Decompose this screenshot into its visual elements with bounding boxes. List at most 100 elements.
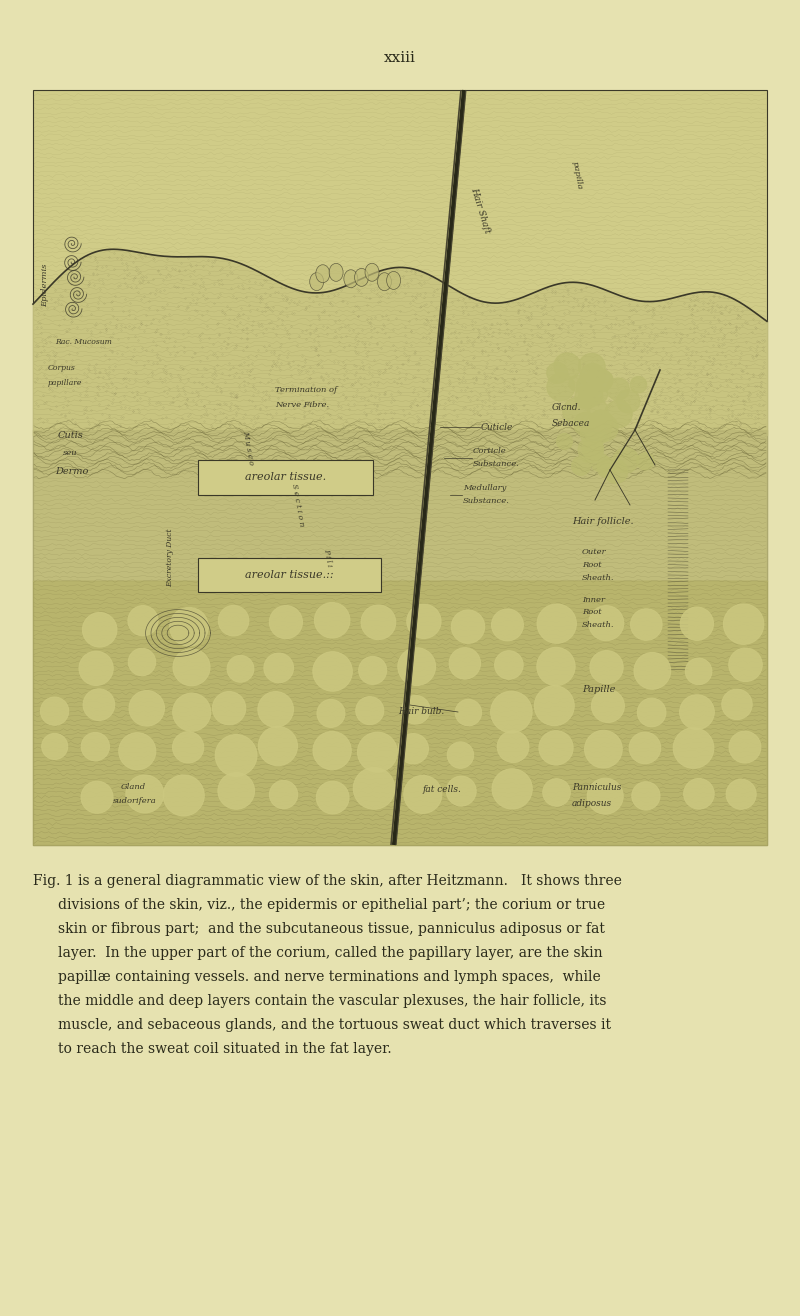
Circle shape xyxy=(589,605,624,641)
Circle shape xyxy=(128,605,158,636)
Circle shape xyxy=(358,732,398,772)
Circle shape xyxy=(170,608,209,646)
Circle shape xyxy=(497,730,529,762)
Circle shape xyxy=(578,437,603,462)
Circle shape xyxy=(316,782,349,815)
Circle shape xyxy=(581,384,603,407)
Circle shape xyxy=(313,651,352,691)
Circle shape xyxy=(637,453,654,470)
Circle shape xyxy=(361,605,396,640)
Text: Gland: Gland xyxy=(121,783,146,791)
Circle shape xyxy=(398,647,436,686)
Circle shape xyxy=(40,697,69,725)
Circle shape xyxy=(128,649,156,675)
Text: Corticle: Corticle xyxy=(473,447,506,455)
Circle shape xyxy=(314,603,350,638)
Circle shape xyxy=(546,362,568,383)
Circle shape xyxy=(79,651,114,686)
Ellipse shape xyxy=(378,272,391,291)
Text: P i l i: P i l i xyxy=(322,549,334,567)
Text: Rac. Mucosum: Rac. Mucosum xyxy=(55,338,112,346)
Text: Papille: Papille xyxy=(582,686,615,695)
Text: Excretory Duct: Excretory Duct xyxy=(166,529,174,587)
Text: Outer: Outer xyxy=(582,547,606,555)
Ellipse shape xyxy=(329,263,343,282)
Text: Corpus: Corpus xyxy=(48,365,76,372)
Circle shape xyxy=(258,691,294,728)
Bar xyxy=(33,89,767,845)
Circle shape xyxy=(173,732,204,763)
Circle shape xyxy=(270,780,298,809)
Circle shape xyxy=(598,457,616,475)
Text: areolar tissue.::: areolar tissue.:: xyxy=(245,570,334,580)
Circle shape xyxy=(212,691,246,725)
Text: Substance.: Substance. xyxy=(463,497,510,505)
Bar xyxy=(198,461,373,495)
Text: Sheath.: Sheath. xyxy=(582,574,614,582)
Circle shape xyxy=(726,779,756,809)
Text: papilla: papilla xyxy=(570,161,583,190)
Text: Fig. 1 is a general diagrammatic view of the skin, after Heitzmann.   It shows t: Fig. 1 is a general diagrammatic view of… xyxy=(33,874,622,888)
Circle shape xyxy=(571,457,590,475)
Circle shape xyxy=(534,686,574,725)
Circle shape xyxy=(679,695,714,729)
Text: Inner: Inner xyxy=(582,596,605,604)
Circle shape xyxy=(722,690,752,720)
Circle shape xyxy=(578,353,606,380)
Circle shape xyxy=(406,604,441,638)
Circle shape xyxy=(729,732,761,763)
Text: areolar tissue.: areolar tissue. xyxy=(245,472,326,483)
Circle shape xyxy=(588,366,604,382)
Circle shape xyxy=(539,730,573,765)
Circle shape xyxy=(258,726,298,766)
Circle shape xyxy=(592,415,618,441)
Circle shape xyxy=(455,699,482,726)
Circle shape xyxy=(590,370,613,392)
Text: Dermo: Dermo xyxy=(55,466,88,475)
Circle shape xyxy=(587,399,608,420)
Circle shape xyxy=(554,353,581,380)
Ellipse shape xyxy=(354,268,369,287)
Circle shape xyxy=(451,609,485,644)
Circle shape xyxy=(673,728,714,769)
Ellipse shape xyxy=(316,265,330,283)
Circle shape xyxy=(313,732,351,770)
Circle shape xyxy=(83,688,114,721)
Text: the middle and deep layers contain the vascular plexuses, the hair follicle, its: the middle and deep layers contain the v… xyxy=(58,994,606,1008)
Circle shape xyxy=(173,694,211,732)
Circle shape xyxy=(638,697,666,726)
Ellipse shape xyxy=(365,263,379,282)
Circle shape xyxy=(163,775,204,816)
Circle shape xyxy=(447,742,474,769)
Bar xyxy=(198,558,381,592)
Circle shape xyxy=(617,390,640,413)
Text: fat cells.: fat cells. xyxy=(423,786,462,795)
Text: Root: Root xyxy=(582,561,602,569)
Circle shape xyxy=(680,607,714,641)
Circle shape xyxy=(580,363,605,388)
Circle shape xyxy=(597,371,613,388)
Text: Sebacea: Sebacea xyxy=(552,418,590,428)
Ellipse shape xyxy=(344,270,358,288)
Text: Sheath.: Sheath. xyxy=(582,621,614,629)
Text: Hair Shaft: Hair Shaft xyxy=(469,186,491,234)
Circle shape xyxy=(118,733,156,770)
Circle shape xyxy=(632,782,660,811)
Circle shape xyxy=(585,730,622,769)
Circle shape xyxy=(723,604,764,645)
Circle shape xyxy=(494,650,523,679)
Circle shape xyxy=(556,433,573,450)
Circle shape xyxy=(587,778,623,815)
Circle shape xyxy=(590,650,623,684)
Circle shape xyxy=(605,400,632,428)
Text: Hair follicle.: Hair follicle. xyxy=(572,517,634,526)
Circle shape xyxy=(491,609,523,641)
Text: seu: seu xyxy=(63,449,78,457)
Circle shape xyxy=(591,453,610,472)
Text: Termination of: Termination of xyxy=(275,386,337,393)
Circle shape xyxy=(569,375,586,392)
Text: layer.  In the upper part of the corium, called the papillary layer, are the ski: layer. In the upper part of the corium, … xyxy=(58,946,602,959)
Circle shape xyxy=(270,605,302,638)
Circle shape xyxy=(607,378,630,400)
Circle shape xyxy=(634,653,670,690)
